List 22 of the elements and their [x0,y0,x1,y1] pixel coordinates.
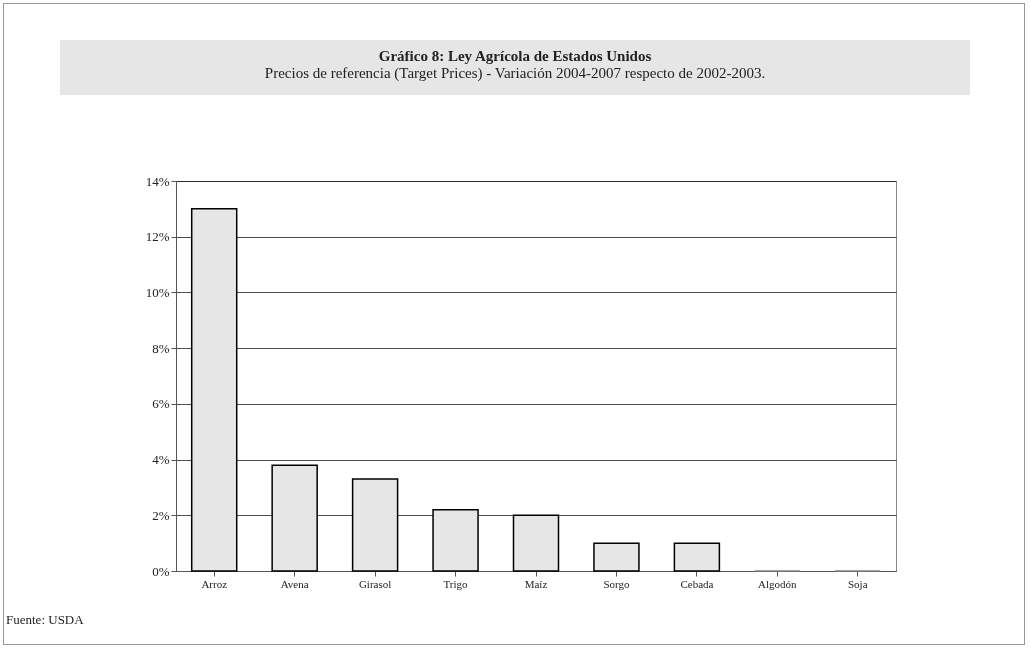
x-tick-label: Trigo [443,577,469,590]
y-tick-label: 14% [145,173,170,189]
x-tick-label: Soja [848,577,868,590]
x-tick-label: Algodón [758,577,798,590]
bar [593,542,640,572]
chart-title: Gráfico 8: Ley Agrícola de Estados Unidos [377,48,653,65]
x-tick-label: Girasol [358,577,392,590]
y-tick-label: 2% [152,507,170,523]
y-tick-label: 10% [145,284,170,300]
x-tick-label: Cebada [680,577,714,590]
x-tick-label: Avena [280,577,309,590]
bar [673,542,721,572]
y-tick-label: 6% [152,396,170,412]
y-tick-label: 8% [152,340,170,356]
x-tick-label: Arroz [201,577,228,590]
x-tick-label: Maíz [524,577,548,590]
y-tick-label: 12% [145,229,170,245]
y-tick-label: 0% [152,563,170,579]
x-tick-label: Sorgo [603,577,630,590]
source-note: Fuente: USDA [6,612,84,628]
chart-subtitle: Precios de referencia (Target Prices) - Variación 2004-2007 respecto de 2002-2003. [263,65,767,82]
y-tick-label: 4% [152,452,170,468]
